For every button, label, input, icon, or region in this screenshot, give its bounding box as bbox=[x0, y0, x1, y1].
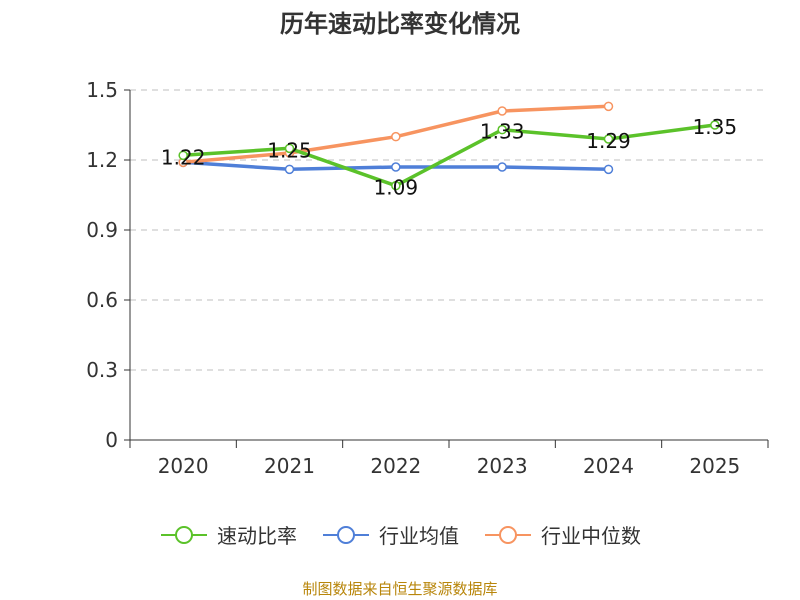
data-point bbox=[178, 150, 188, 161]
legend-item-industry-median[interactable]: 行业中位数 bbox=[483, 520, 641, 549]
legend-label-industry-median: 行业中位数 bbox=[541, 524, 641, 548]
legend-label-industry-mean: 行业均值 bbox=[379, 524, 459, 548]
y-tick-label: 1.2 bbox=[86, 148, 118, 172]
series-layer bbox=[178, 101, 720, 191]
source-note: 制图数据来自恒生聚源数据库 bbox=[302, 580, 498, 598]
legend: 速动比率 行业均值 行业中位数 bbox=[0, 520, 800, 549]
data-point bbox=[391, 180, 401, 191]
data-label: 1.09 bbox=[374, 176, 419, 200]
y-tick-label: 0.9 bbox=[86, 218, 118, 242]
data-point bbox=[284, 164, 295, 175]
data-label: 1.29 bbox=[586, 129, 631, 153]
data-point bbox=[497, 124, 507, 135]
data-point bbox=[603, 101, 614, 112]
data-label: 1.33 bbox=[480, 120, 525, 144]
data-point bbox=[603, 164, 614, 175]
y-tick-label: 0 bbox=[105, 428, 118, 452]
y-tick-label: 0.6 bbox=[86, 288, 118, 312]
y-tick-label: 1.5 bbox=[86, 78, 118, 102]
data-point bbox=[284, 143, 295, 154]
axes: 0 0.3 0.6 0.9 1.2 1.5 2020 2021 2022 2023 2024 2025 bbox=[86, 78, 769, 478]
data-labels: 1.22 1.25 1.09 1.33 1.29 1.35 bbox=[161, 115, 737, 200]
x-tick-label: 2021 bbox=[264, 454, 315, 478]
legend-marker-industry-mean bbox=[323, 525, 369, 544]
grid-lines bbox=[130, 89, 768, 371]
legend-label-quick-ratio: 速动比率 bbox=[217, 524, 297, 548]
x-tick-label: 2024 bbox=[583, 454, 634, 478]
legend-item-industry-mean[interactable]: 行业均值 bbox=[321, 520, 459, 549]
data-point bbox=[710, 120, 720, 130]
data-label: 1.35 bbox=[693, 115, 738, 139]
data-label: 1.25 bbox=[267, 138, 312, 162]
legend-circle bbox=[499, 525, 517, 544]
series-line-0 bbox=[183, 123, 716, 188]
legend-marker-quick-ratio bbox=[161, 525, 207, 544]
x-tick-label: 2025 bbox=[689, 454, 740, 478]
legend-circle bbox=[175, 525, 193, 544]
legend-circle bbox=[337, 525, 355, 544]
legend-item-quick-ratio[interactable]: 速动比率 bbox=[159, 520, 297, 549]
data-point bbox=[391, 131, 401, 142]
data-point bbox=[603, 134, 614, 144]
data-point bbox=[497, 106, 507, 116]
data-point bbox=[391, 162, 401, 172]
data-point bbox=[497, 162, 507, 172]
legend-marker-industry-median bbox=[485, 525, 531, 544]
data-label: 1.22 bbox=[161, 145, 206, 169]
x-tick-label: 2022 bbox=[370, 454, 421, 478]
x-tick-label: 2020 bbox=[158, 454, 209, 478]
chart-title: 历年速动比率变化情况 bbox=[280, 10, 520, 38]
y-tick-label: 0.3 bbox=[86, 358, 118, 382]
x-tick-label: 2023 bbox=[477, 454, 528, 478]
